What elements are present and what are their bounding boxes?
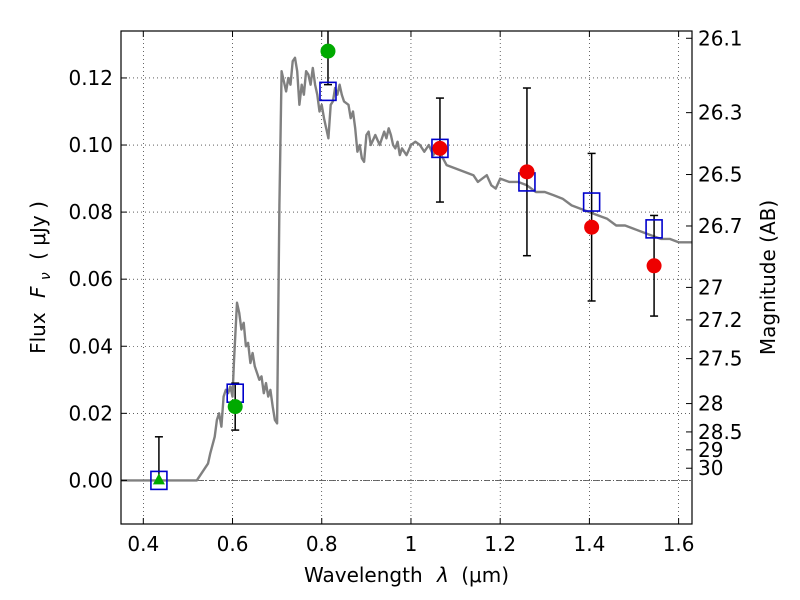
x-tick-label: 0.6 [217,532,249,556]
tick-layer: 0.4 0.6 0.8 1 1.2 1.4 1.6 0.00 0.02 0.04 0.06 0.08 0… [68,26,742,556]
observed-red-point [584,219,600,235]
model-photometry-square [431,138,449,159]
observed-red-point [432,140,448,156]
y2-tick-label: 28 [698,392,723,416]
y-tick-label: 0.06 [68,267,113,291]
y-tick-label: 0.12 [68,66,113,90]
x-tick-label: 1.2 [484,532,516,556]
observed-green-point [320,43,336,59]
model-photometry-square [150,470,168,491]
x-tick-label: 0.4 [127,532,159,556]
model-photometry-square [319,81,337,102]
y-axis-label: Flux F ν ( μJy ) [26,201,55,354]
x-tick-label: 1.6 [663,532,695,556]
y2-axis-label: Magnitude (AB) [756,200,780,355]
y2-tick-label: 28.5 [698,420,743,444]
y2-tick-label: 29 [698,438,723,462]
plot-frame [120,30,693,525]
model-spectrum-line [121,56,692,482]
y2-tick-label: 26.5 [698,163,743,187]
y-tick-label: 0.02 [68,401,113,425]
upper-limit-triangle [152,473,165,485]
x-axis-label: Wavelength λ (μm) [304,563,509,587]
data-layer [121,31,692,491]
model-photometry-square [582,192,601,212]
model-photometry-square [645,219,663,239]
observed-green-point [227,399,243,415]
x-tick-label: 0.8 [306,532,338,556]
y2-tick-label: 27.2 [698,308,743,332]
y-tick-label: 0.08 [68,200,113,224]
y2-tick-label: 26.1 [698,26,743,50]
y-tick-label: 0.10 [68,133,113,157]
grid-layer [121,31,692,524]
observed-red-point [646,258,662,274]
y-tick-label: 0.04 [68,334,113,358]
x-tick-label: 1 [405,532,418,556]
y2-tick-label: 26.3 [698,101,743,125]
y2-tick-label: 30 [698,456,723,480]
y2-tick-label: 27.5 [698,347,743,371]
y2-tick-label: 27 [698,275,723,299]
y-tick-label: 0.00 [68,468,113,492]
observed-red-point [519,164,535,180]
y2-tick-label: 26.7 [698,214,743,238]
x-tick-label: 1.4 [573,532,605,556]
